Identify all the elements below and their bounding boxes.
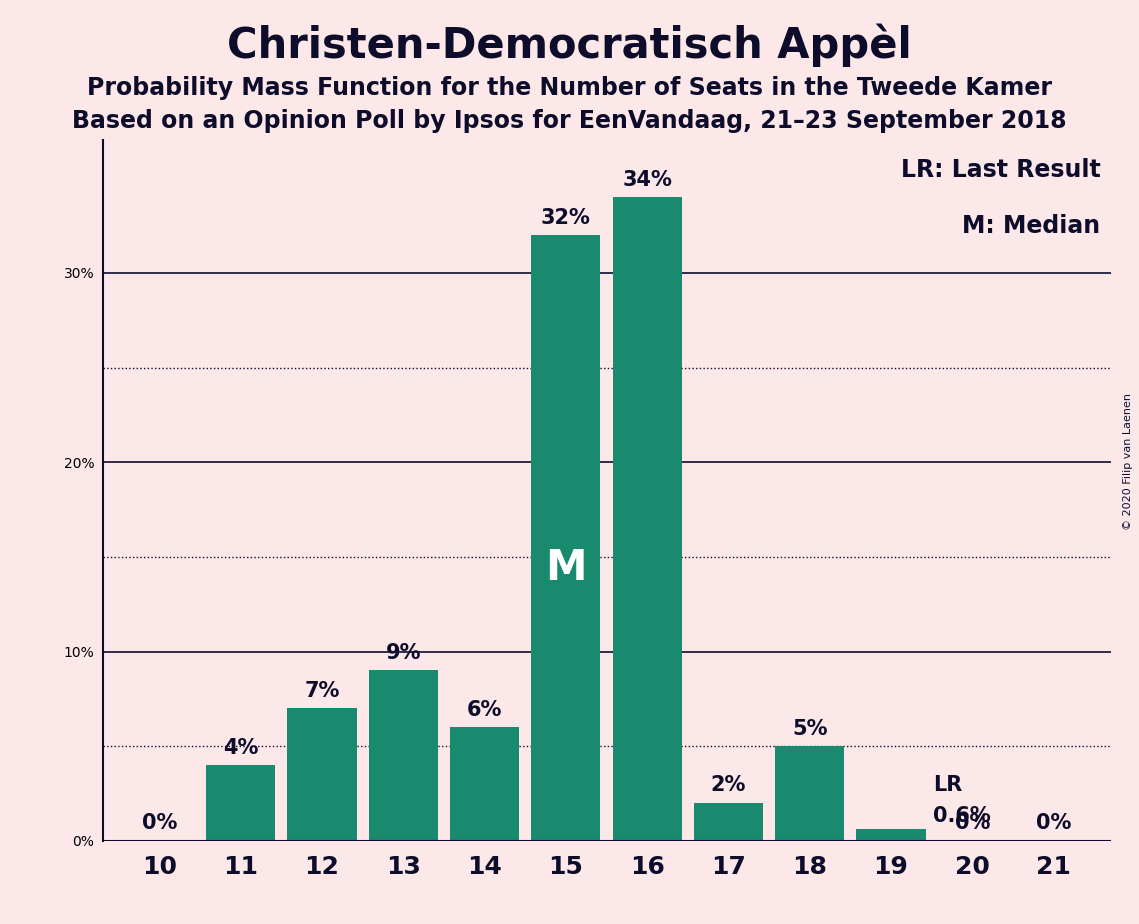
Text: 0%: 0% [1036, 813, 1072, 833]
Text: 32%: 32% [541, 208, 591, 227]
Text: 0.6%: 0.6% [933, 806, 991, 826]
Text: 34%: 34% [622, 170, 672, 189]
Bar [857, 830, 926, 841]
Bar [450, 727, 519, 841]
Bar [531, 235, 600, 841]
Text: 5%: 5% [792, 719, 828, 738]
Text: © 2020 Filip van Laenen: © 2020 Filip van Laenen [1123, 394, 1133, 530]
Bar [369, 671, 437, 841]
Text: LR: Last Result: LR: Last Result [901, 158, 1100, 182]
Text: 0%: 0% [141, 813, 177, 833]
Text: 4%: 4% [223, 737, 259, 758]
Text: 2%: 2% [711, 775, 746, 796]
Bar [776, 747, 844, 841]
Text: LR: LR [933, 775, 962, 796]
Bar [287, 709, 357, 841]
Bar [694, 803, 763, 841]
Text: Christen-Democratisch Appèl: Christen-Democratisch Appèl [227, 23, 912, 67]
Text: Based on an Opinion Poll by Ipsos for EenVandaag, 21–23 September 2018: Based on an Opinion Poll by Ipsos for Ee… [72, 109, 1067, 133]
Text: Probability Mass Function for the Number of Seats in the Tweede Kamer: Probability Mass Function for the Number… [87, 76, 1052, 100]
Text: 7%: 7% [304, 681, 339, 700]
Text: 6%: 6% [467, 699, 502, 720]
Bar [206, 765, 276, 841]
Bar [613, 197, 682, 841]
Text: M: Median: M: Median [962, 214, 1100, 238]
Text: 0%: 0% [954, 813, 990, 833]
Text: M: M [546, 547, 587, 590]
Text: 9%: 9% [385, 643, 421, 663]
